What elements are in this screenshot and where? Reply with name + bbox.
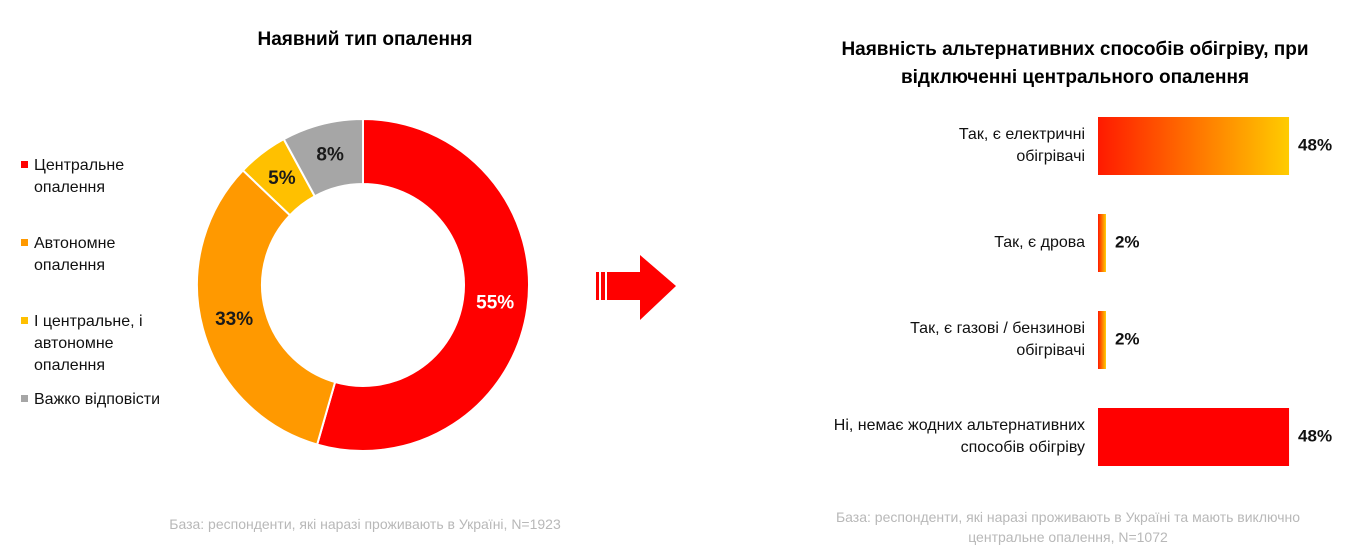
donut-slice: [196, 168, 337, 446]
slice-label: 5%: [268, 168, 296, 189]
donut-slice: [282, 117, 364, 198]
bar-note: База: респонденти, які наразі проживають…: [835, 509, 1301, 545]
bar-value-label: 48%: [1298, 426, 1332, 445]
slice-label: 55%: [476, 293, 514, 314]
legend-swatch: [21, 161, 28, 168]
bar-title: Наявність альтернативних способів обігрі…: [841, 39, 1309, 88]
legend-label: Центральне опалення: [34, 157, 125, 196]
bar-category-label: Так, є дрова: [994, 234, 1085, 251]
bar-value-label: 48%: [1298, 135, 1332, 154]
pie-title: Наявний тип опалення: [257, 29, 473, 50]
bar: [1098, 408, 1290, 466]
slice-label: 33%: [215, 309, 253, 330]
bar-value-label: 2%: [1115, 232, 1140, 251]
donut-slice: [315, 117, 530, 452]
pie-note: База: респонденти, які наразі проживають…: [169, 516, 561, 532]
legend-swatch: [21, 317, 28, 324]
legend-swatch: [21, 395, 28, 402]
legend-label: І центральне, і автономне опалення: [34, 313, 143, 374]
bar-value-label: 2%: [1115, 329, 1140, 348]
bar: [1098, 311, 1106, 369]
bar: [1098, 117, 1290, 175]
bar-category-label: Так, є електричні обігрівачі: [958, 126, 1085, 165]
bar-category-label: Так, є газові / бензинові обігрівачі: [910, 320, 1085, 359]
legend-swatch: [21, 239, 28, 246]
bar: [1098, 214, 1106, 272]
legend-label: Важко відповісти: [34, 391, 161, 408]
arrow: [596, 255, 676, 320]
slice-label: 8%: [316, 145, 344, 166]
bar-category-label: Ні, немає жодних альтернативних способів…: [833, 417, 1085, 456]
legend-label: Автономне опалення: [34, 235, 116, 274]
